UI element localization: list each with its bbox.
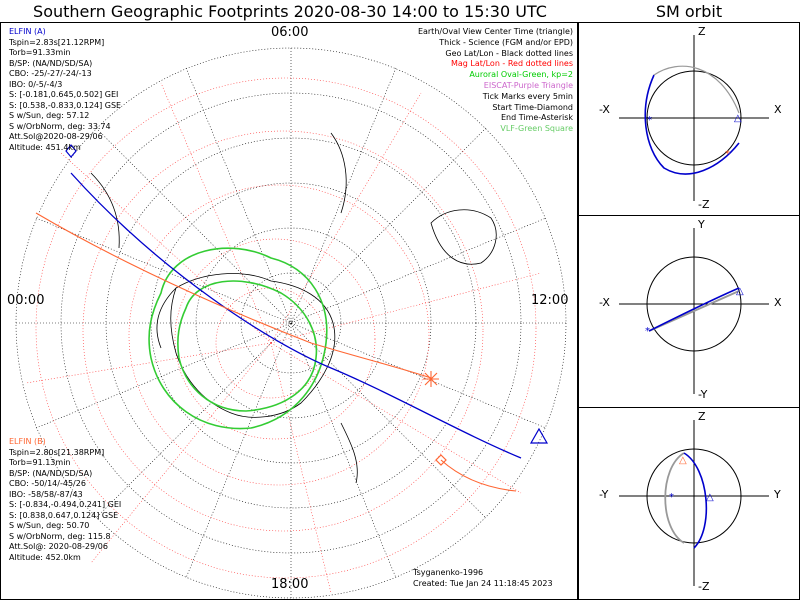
sm-xy-right: X [774, 296, 782, 309]
clock-label-left: 00:00 [7, 293, 45, 308]
elfin-a-orbit-line [70, 172, 522, 459]
legend-item: Geo Lat/Lon - Black dotted lines [445, 48, 573, 58]
elfin-b-line: Tspin=2.80s[21.38RPM] [9, 447, 105, 457]
elfin-b-line: Torb=91.13min [9, 458, 71, 467]
elfin-a-line: S: [-0.181,0.645,0.502] GEI [9, 90, 119, 99]
svg-text:△: △ [706, 492, 714, 503]
elfin-b-line: ELFIN (B) [9, 437, 46, 446]
legend: Earth/Oval View Center Time (triangle) T… [418, 27, 573, 135]
svg-text:*: * [645, 326, 650, 337]
sm-xz-bottom: -Z [698, 198, 710, 211]
sm-xz-top: Z [698, 25, 706, 38]
geo-grid [15, 47, 567, 599]
elfin-b-tail-line [440, 459, 517, 492]
footer: Tsyganenko-1996 Created: Tue Jan 24 11:1… [413, 568, 553, 589]
auroral-oval [148, 247, 328, 430]
elfin-b-line: IBO: -58/58/-87/43 [9, 489, 83, 499]
elfin-a-line: CBO: -25/-27/-24/-13 [9, 69, 92, 78]
elfin-b-line: S w/Sun, deg: 50.70 [9, 521, 90, 530]
elfin-b-end-asterisk [423, 371, 439, 387]
elfin-a-line: S w/OrbNorm, deg: 33.74 [9, 121, 111, 131]
elfin-a-line: S w/Sun, deg: 57.12 [9, 111, 90, 120]
legend-item: Auroral Oval-Green, kp=2 [469, 70, 573, 80]
svg-text:△: △ [736, 286, 744, 297]
footprint-map-svg [15, 47, 567, 599]
elfin-a-line: ELFIN (A) [9, 27, 46, 36]
sm-xz-left: -X [599, 103, 610, 116]
elfin-a-start-diamond [65, 144, 77, 158]
legend-item: VLF-Green Square [500, 124, 573, 134]
elfin-a-end-triangle [529, 427, 549, 444]
clock-label-top: 06:00 [271, 25, 309, 40]
footer-model: Tsyganenko-1996 [413, 568, 484, 577]
sm-xy-bottom: -Y [698, 388, 708, 401]
svg-text:△: △ [734, 113, 742, 124]
elfin-b-line: Altitude: 452.0km [9, 552, 81, 562]
sm-panel-yz-svg: * △ △ [619, 420, 769, 586]
elfin-a-line: Att.Sol@2020-08-29/06 [9, 132, 103, 141]
legend-item: Tick Marks every 5min [482, 91, 573, 101]
sm-yz-top: Z [698, 410, 706, 423]
continent-outlines [90, 132, 497, 484]
legend-item: EISCAT-Purple Triangle [483, 80, 573, 90]
legend-item: Mag Lat/Lon - Red dotted lines [450, 59, 573, 69]
sm-xy-left: -X [599, 296, 610, 309]
elfin-b-line: CBO: -50/14/-45/26 [9, 479, 86, 488]
clock-label-bottom: 18:00 [271, 577, 309, 592]
svg-text:*: * [669, 492, 674, 503]
clock-label-right: 12:00 [531, 293, 569, 308]
elfin-b-line: S: [-0.834,-0.494,0.241] GEI [9, 500, 122, 509]
sm-panel-xz: * △ * Z -Z -X X [578, 22, 800, 216]
legend-item: End Time-Asterisk [500, 113, 573, 123]
elfin-b-track [35, 212, 517, 492]
sm-xy-top: Y [698, 218, 705, 231]
elfin-a-line: Altitude: 451.4km [9, 142, 81, 152]
elfin-a-line: S: [0.538,-0.833,0.124] GSE [9, 100, 122, 110]
elfin-a-line: B/SP: (NA/ND/SD/SA) [9, 58, 93, 68]
sm-panel-xz-svg: * △ * [619, 35, 769, 201]
elfin-b-line: B/SP: (NA/ND/SD/SA) [9, 468, 93, 478]
legend-item: Start Time-Diamond [492, 102, 573, 112]
legend-item: Thick - Science (FGM and/or EPD) [439, 37, 573, 47]
sm-orbit-title: SM orbit [655, 2, 723, 21]
sm-xz-right: X [774, 103, 782, 116]
elfin-b-line: S: [0.838,0.647,0.124] GSE [9, 510, 119, 520]
elfin-a-line: Torb=91.33min [9, 48, 71, 57]
sm-panel-xy-svg: * △ [619, 228, 769, 394]
sm-yz-left: -Y [599, 488, 609, 501]
elfin-a-track [65, 144, 549, 459]
elfin-b-start-diamond [435, 454, 447, 466]
elfin-a-line: IBO: 0/-5/-4/3 [9, 79, 63, 89]
elfin-b-info: ELFIN (B) Tspin=2.80s[21.38RPM] Torb=91.… [9, 437, 121, 563]
elfin-b-line: S w/OrbNorm, deg: 115.8 [9, 531, 111, 541]
svg-text:*: * [647, 115, 652, 126]
sm-yz-right: Y [774, 488, 781, 501]
legend-item: Earth/Oval View Center Time (triangle) [417, 27, 573, 36]
svg-text:△: △ [679, 455, 687, 466]
sm-panel-xy: * △ Y -Y -X X [578, 215, 800, 408]
plot-title: Southern Geographic Footprints 2020-08-3… [33, 2, 547, 21]
elfin-a-line: Tspin=2.83s[21.12RPM] [9, 37, 105, 47]
elfin-b-line: Att.Sol@: 2020-08-29/06 [9, 542, 108, 551]
elfin-b-orbit-line [35, 212, 432, 379]
footprint-map: ELFIN (A) Tspin=2.83s[21.12RPM] Torb=91.… [0, 22, 578, 600]
sm-panel-yz: * △ △ Z -Z -Y Y [578, 407, 800, 600]
elfin-a-info: ELFIN (A) Tspin=2.83s[21.12RPM] Torb=91.… [9, 27, 121, 153]
footer-created: Created: Tue Jan 24 11:18:45 2023 [413, 578, 553, 588]
svg-text:*: * [725, 149, 730, 160]
sm-yz-bottom: -Z [698, 580, 710, 593]
